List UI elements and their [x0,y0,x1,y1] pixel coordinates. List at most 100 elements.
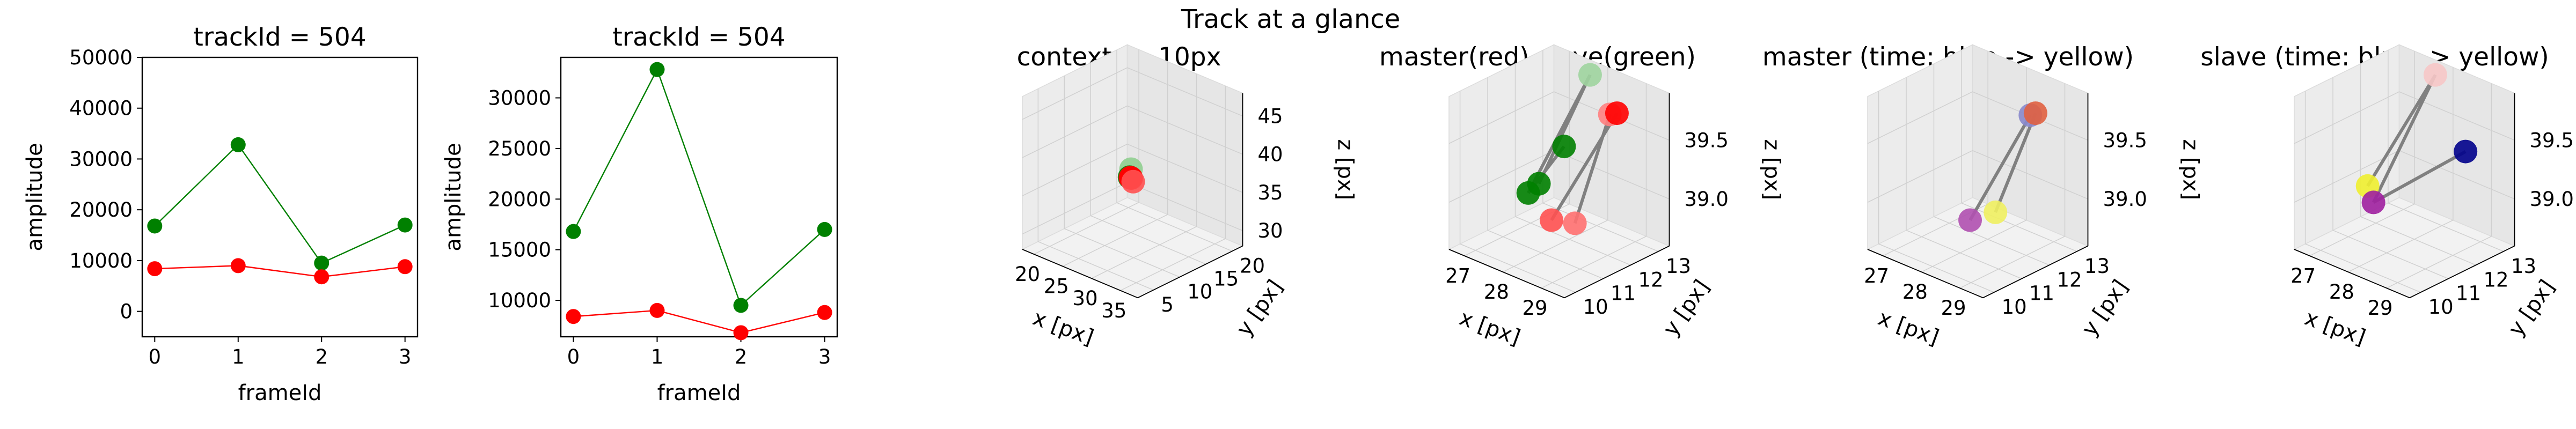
grid-line [1064,76,1180,278]
x-axis-label: x [px] [1030,306,1097,350]
z-tick-label: 40 [1258,143,1283,166]
y-axis-label: y [px] [1658,275,1715,341]
series-2-point [230,258,246,273]
y-axis-label: y [px] [1232,275,1288,341]
track-link [1550,112,1619,221]
point-marker [1563,211,1587,235]
z-tick-label: 39.5 [2103,129,2147,152]
z-tick-label: 39.5 [2530,129,2574,152]
y-tick-label: 30000 [488,87,551,110]
x-tick-label: 3 [818,345,831,368]
series-1-point [147,218,163,234]
x-tick-label: 1 [651,345,664,368]
y-tick-label: 40000 [69,97,133,120]
x-tick-label: 20 [1015,263,1040,286]
point-marker [1578,63,1602,87]
track-link [2373,150,2467,204]
point-marker [1552,135,1576,159]
x-tick-label: 27 [2290,264,2316,287]
y-tick-label: 20000 [488,188,551,211]
grid-line [1091,73,1197,279]
x-axis-label: x [px] [2302,306,2369,350]
x-tick-label: 28 [2329,280,2354,304]
y-tick-label: 11 [1611,282,1636,305]
grid-line [1514,63,1631,265]
y-axis-line [2409,245,2515,299]
grid-line [1037,88,1154,291]
grid-line [2332,77,2449,279]
y-axis-label: amplitude [23,143,47,251]
grid-line [1022,143,1243,196]
x-axis-line [1448,249,1565,299]
y-tick-label: 50000 [69,46,133,69]
x-axis-label: frameId [238,381,322,405]
series-1-point [397,217,413,233]
track-link [2366,74,2437,187]
point-marker [1958,208,1982,232]
point-marker [1984,200,2008,224]
x-tick-label: 0 [567,345,580,368]
y-tick-label: 10000 [69,249,133,272]
z-tick-label: 30 [1258,219,1283,242]
series-line-2 [155,265,405,278]
y-axis-label: y [px] [2077,275,2133,341]
x-tick-label: 2 [315,345,328,368]
z-tick-label: 39.0 [1685,188,1729,211]
z-axis-label: z [px] [1760,139,1784,200]
point-marker [2423,63,2447,87]
y-axis-line [1137,245,1243,299]
grid-line [2309,51,2415,256]
x-tick-label: 0 [149,345,162,368]
y-tick-label: 10000 [488,289,551,312]
grid-line [1541,83,1647,289]
x-axis-label: frameId [657,381,741,405]
grid-line [1464,51,1570,256]
line-chart-1: trackId = 504 frameId amplitude 0 1 2 3 0 10000 2… [23,23,419,405]
x-axis-line [1867,249,1984,299]
series-line-1 [573,68,825,307]
point-marker [2361,190,2385,214]
y-tick-label: 10 [1583,295,1608,319]
series-line-1 [154,144,406,264]
y-tick-label: 15 [1213,268,1239,291]
point-marker [1516,181,1540,205]
x-tick-label: 27 [1864,264,1889,287]
axes-frame [141,56,419,338]
point-marker [2454,139,2478,164]
series-1-point [733,298,749,313]
line-chart-2: trackId = 504 frameId amplitude 0 1 2 3 10000 15… [441,23,838,405]
y-axis-line [1982,245,2088,299]
grid-line [2294,91,2515,144]
series-2-point [147,261,163,277]
z-tick-label: 39.0 [2530,188,2574,211]
grid-line [1961,50,2077,252]
y-tick-label: 10 [1187,280,1212,304]
series-1-point [566,224,581,239]
y-tick-label: 20000 [69,198,133,221]
point-marker [1540,208,1564,232]
grid-line [1959,83,2066,289]
x-tick-label: 29 [2367,297,2392,320]
chart-title: trackId = 504 [193,23,366,52]
y-tick-label: 20 [1240,254,1265,277]
x-tick-label: 29 [1522,297,1547,320]
y-tick-label: 25000 [488,137,551,160]
x-axis-label: x [px] [1457,306,1524,350]
z-tick-label: 39.5 [1685,129,1729,152]
x-axis-label: x [px] [1875,306,1942,350]
point-marker [1121,169,1145,194]
x-tick-label: 30 [1072,287,1097,310]
grid-line [1090,63,1206,265]
grid-line [1867,150,2088,203]
series-line-2 [573,309,825,334]
y-tick-label: 0 [120,300,133,323]
grid-line [1933,63,2050,265]
grid-line [1459,91,1576,293]
y-tick-label: 15000 [488,239,551,262]
grid-line [1062,62,1168,267]
series-2-point [733,325,749,341]
x-tick-label: 2 [735,345,748,368]
series-2-point [817,305,832,320]
